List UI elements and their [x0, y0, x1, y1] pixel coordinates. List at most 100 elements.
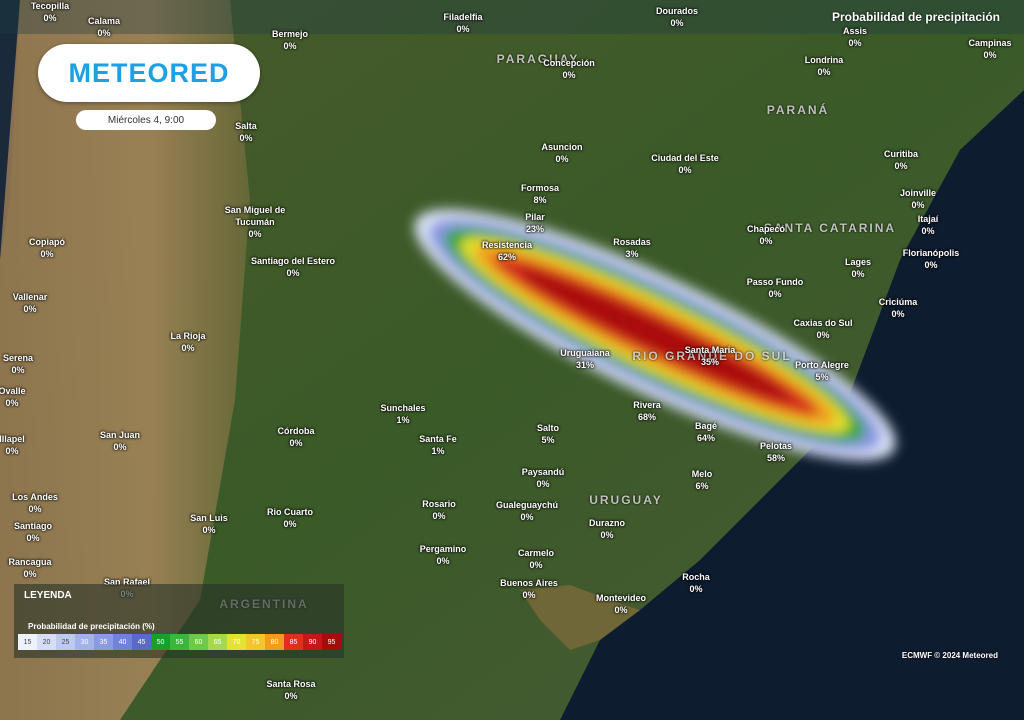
city-value: 0% [891, 309, 905, 319]
city-name: Montevideo [595, 593, 647, 603]
legend-subtitle: Probabilidad de precipitación (%) [28, 622, 155, 631]
city-name: Rancagua [8, 557, 52, 567]
city-value: 62% [497, 252, 516, 262]
legend-step: 70 [227, 634, 246, 650]
city-label: Córdoba 0% [278, 425, 315, 449]
city-label: Rivera 68% [633, 399, 661, 423]
city-label: Los Andes 0% [12, 491, 58, 515]
city-value: 68% [637, 412, 656, 422]
city-name: Criciúma [878, 297, 918, 307]
legend-step: 40 [113, 634, 132, 650]
city-name: Assis [842, 26, 868, 36]
legend-step: 80 [265, 634, 284, 650]
legend-step: 65 [208, 634, 227, 650]
region-label: PARAGUAY [496, 52, 580, 66]
city-value: 0% [5, 446, 19, 456]
city-name: Filadelfia [443, 12, 483, 22]
city-name: Vallenar [12, 292, 48, 302]
city-name: Bermejo [271, 29, 309, 39]
city-label: Serena 0% [3, 352, 33, 376]
city-name: Paysandú [521, 467, 565, 477]
city-label: Pergamino 0% [420, 543, 467, 567]
city-name: Campinas [968, 38, 1012, 48]
city-name: Curitiba [883, 149, 919, 159]
city-value: 0% [23, 304, 37, 314]
city-label: Bagé 64% [695, 420, 717, 444]
city-label: Sunchales 1% [380, 402, 425, 426]
city-label: Itajaí 0% [918, 213, 939, 237]
city-label: Buenos Aires 0% [500, 577, 558, 601]
legend: LEYENDA Probabilidad de precipitación (%… [14, 584, 344, 658]
city-name: La Rioja [170, 331, 206, 341]
city-name: Carmelo [517, 548, 555, 558]
city-value: 0% [848, 38, 862, 48]
city-name: Pilar [525, 212, 545, 222]
city-value: 6% [695, 481, 709, 491]
layer-title: Probabilidad de precipitación [831, 10, 1000, 24]
city-name: Chapecó [746, 224, 786, 234]
city-value: 0% [11, 365, 25, 375]
city-label: Formosa 8% [521, 182, 559, 206]
city-label: San Juan 0% [100, 429, 140, 453]
logo[interactable]: METEORED [38, 44, 260, 102]
city-value: 0% [248, 229, 262, 239]
city-name: Itajaí [917, 214, 939, 224]
city-value: 0% [911, 200, 925, 210]
legend-step: 85 [284, 634, 303, 650]
city-value: 0% [113, 442, 127, 452]
city-value: 58% [766, 453, 786, 463]
city-label: Vallenar 0% [13, 291, 48, 315]
city-name: Santa Maria [684, 345, 736, 355]
date-pill[interactable]: Miércoles 4, 9:00 [76, 110, 216, 130]
city-name: Joinville [899, 188, 937, 198]
legend-step: 55 [170, 634, 189, 650]
city-value: 64% [696, 433, 716, 443]
city-label: Criciúma 0% [879, 296, 918, 320]
city-value: 0% [43, 13, 57, 23]
city-name: Pergamino [419, 544, 467, 554]
city-value: 8% [533, 195, 547, 205]
city-label: Dourados 0% [656, 5, 698, 29]
city-name: Los Andes [12, 492, 58, 502]
city-label: Santiago 0% [14, 520, 52, 544]
city-name: Concepción [543, 58, 595, 68]
city-value: 0% [40, 249, 54, 259]
city-value: 0% [23, 569, 37, 579]
city-name: Ovalle [0, 386, 26, 396]
city-label: Bermejo 0% [272, 28, 308, 52]
city-value: 0% [436, 556, 450, 566]
city-name: Passo Fundo [746, 277, 804, 287]
city-name: Florianópolis [902, 248, 960, 258]
city-name: Santiago del Estero [250, 256, 336, 266]
city-value: 0% [283, 519, 297, 529]
city-value: 0% [670, 18, 684, 28]
city-name: Lages [844, 257, 872, 267]
city-name: Buenos Aires [500, 578, 558, 588]
city-label: Filadelfia 0% [443, 11, 482, 35]
city-name: Copiapó [29, 237, 65, 247]
city-value: 0% [239, 133, 253, 143]
city-value: 5% [815, 372, 829, 382]
city-name: Santa Rosa [266, 679, 316, 689]
city-value: 31% [575, 360, 595, 370]
city-value: 1% [431, 446, 445, 456]
city-name: Dourados [655, 6, 699, 16]
city-name: Caxias do Sul [793, 318, 853, 328]
city-label: Paysandú 0% [522, 466, 565, 490]
city-label: Uruguaiana 31% [560, 347, 610, 371]
city-value: 0% [181, 343, 195, 353]
city-label: Resistencia 62% [482, 239, 532, 263]
city-value: 0% [921, 226, 935, 236]
legend-step: 50 [151, 634, 170, 650]
city-label: Illapel 0% [0, 433, 25, 457]
city-name: Rocha [682, 572, 710, 582]
legend-step: 35 [94, 634, 113, 650]
city-value: 0% [456, 24, 470, 34]
city-label: Ovalle 0% [0, 385, 26, 409]
city-label: Rosadas 3% [613, 236, 651, 260]
city-label: Concepción 0% [543, 57, 595, 81]
city-label: La Rioja 0% [170, 330, 205, 354]
city-value: 23% [525, 224, 545, 234]
city-value: 0% [202, 525, 216, 535]
